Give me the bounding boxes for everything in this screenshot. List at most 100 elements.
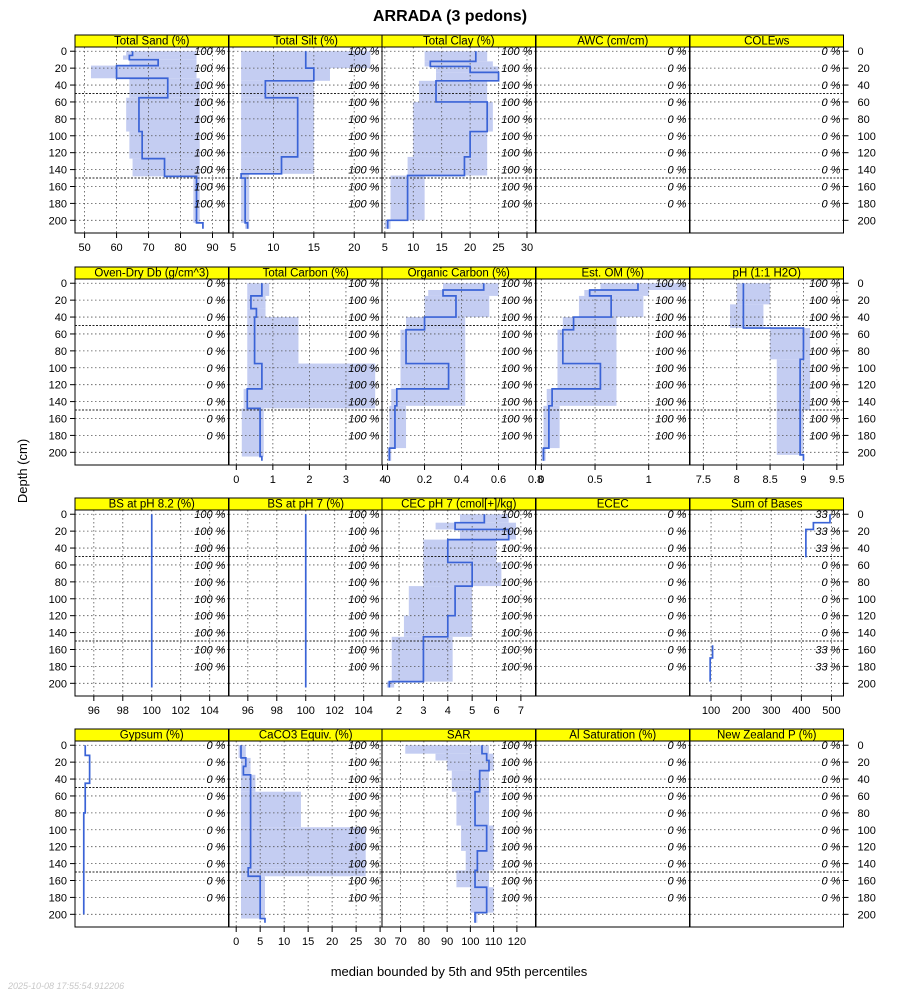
data-completeness-label: 100 % (194, 114, 225, 126)
panel-strip-label: pH (1:1 H2O) (733, 268, 802, 280)
data-completeness-label: 100 % (655, 346, 686, 358)
panel-strip-label: SAR (447, 730, 471, 742)
data-completeness-label: 0 % (207, 892, 226, 904)
panel-background (690, 47, 844, 233)
data-completeness-label: 100 % (348, 430, 379, 442)
data-completeness-label: 100 % (194, 560, 225, 572)
x-tick-label: 3 (420, 705, 426, 717)
data-completeness-label: 100 % (809, 430, 840, 442)
y-tick-label: 200 (49, 215, 67, 227)
y-tick-label: 40 (55, 543, 67, 555)
x-tick-label: 4 (445, 705, 451, 717)
y-tick-label: 0 (61, 509, 67, 521)
x-tick-label: 10 (407, 242, 419, 254)
data-completeness-label: 0 % (668, 526, 687, 538)
y-tick-label: 80 (858, 114, 870, 126)
y-tick-label: 60 (858, 560, 870, 572)
data-completeness-label: 0 % (668, 661, 687, 673)
data-completeness-label: 100 % (501, 312, 532, 324)
x-tick-label: 98 (271, 705, 283, 717)
percentile-band (424, 51, 488, 62)
x-tick-label: 100 (143, 705, 161, 717)
data-completeness-label: 0 % (668, 509, 687, 521)
panel-9: pH (1:1 H2O) 100 % 100 % 100 % 100 % 100 % 100… (689, 266, 876, 486)
percentile-band (129, 59, 197, 66)
panel-frame (689, 740, 844, 928)
y-tick-label: 80 (55, 577, 67, 589)
x-tick-label: 100 (702, 705, 720, 717)
data-completeness-label: 100 % (501, 46, 532, 58)
y-tick-label: 140 (49, 859, 67, 871)
data-completeness-label: 0 % (668, 46, 687, 58)
x-tick-label: 60 (110, 242, 122, 254)
data-completeness-label: 100 % (348, 97, 379, 109)
y-tick-label: 180 (858, 198, 876, 210)
data-completeness-label: 0 % (822, 131, 841, 143)
data-completeness-label: 100 % (809, 278, 840, 290)
y-tick-label: 200 (49, 909, 67, 921)
x-tick-label: 300 (762, 705, 780, 717)
x-tick-label: 15 (436, 242, 448, 254)
y-tick-label: 120 (49, 611, 67, 623)
data-completeness-label: 100 % (501, 80, 532, 92)
data-completeness-label: 100 % (348, 526, 379, 538)
percentile-band (413, 101, 493, 132)
data-completeness-label: 100 % (194, 198, 225, 210)
y-tick-label: 160 (49, 876, 67, 888)
y-tick-label: 180 (858, 430, 876, 442)
panel-5: Oven-Dry Db (g/cm^3)0 %0 %0 %0 %0 %0 %0 … (49, 266, 229, 466)
y-tick-label: 40 (55, 774, 67, 786)
data-completeness-label: 100 % (501, 346, 532, 358)
percentile-band (470, 887, 494, 913)
data-completeness-label: 100 % (348, 645, 379, 657)
y-tick-label: 140 (858, 165, 876, 177)
median-line (240, 745, 266, 923)
panel-17: SAR 100 % 100 % 100 % 100 % 100 % 100 % 100 % 10… (381, 728, 536, 948)
panel-frame (689, 509, 844, 697)
percentile-band (240, 774, 256, 792)
panel-strip-label: ECEC (597, 499, 629, 511)
median-line (82, 745, 91, 915)
data-completeness-label: 100 % (348, 278, 379, 290)
data-completeness-label: 100 % (348, 740, 379, 752)
chart-title: ARRADA (3 pedons) (373, 8, 527, 25)
panel-strip-label: Total Silt (%) (273, 36, 338, 48)
x-tick-label: 7 (518, 705, 524, 717)
data-completeness-label: 0 % (207, 380, 226, 392)
data-completeness-label: 100 % (809, 414, 840, 426)
panel-strip-label: Al Saturation (%) (569, 730, 656, 742)
data-completeness-label: 0 % (822, 740, 841, 752)
data-completeness-label: 33 % (815, 526, 840, 538)
panel-background (536, 47, 690, 233)
percentile-band (391, 636, 453, 682)
data-completeness-label: 0 % (822, 842, 841, 854)
panel-strip-label: Oven-Dry Db (g/cm^3) (94, 268, 209, 280)
x-tick-label: 25 (492, 242, 504, 254)
x-tick-label: 20 (326, 936, 338, 948)
panel-strip-label: Est. OM (%) (581, 268, 644, 280)
percentile-band (243, 388, 376, 409)
y-tick-label: 100 (858, 363, 876, 375)
y-tick-label: 100 (858, 825, 876, 837)
data-completeness-label: 100 % (194, 148, 225, 160)
data-completeness-label: 100 % (501, 526, 532, 538)
y-tick-label: 100 (858, 131, 876, 143)
y-tick-label: 40 (858, 312, 870, 324)
data-completeness-label: 100 % (809, 329, 840, 341)
y-tick-label: 200 (858, 678, 876, 690)
data-completeness-label: 100 % (655, 329, 686, 341)
y-tick-label: 40 (55, 80, 67, 92)
data-completeness-label: 0 % (668, 594, 687, 606)
data-completeness-label: 100 % (501, 414, 532, 426)
y-tick-label: 120 (49, 148, 67, 160)
percentile-band (241, 408, 264, 457)
percentile-band (241, 80, 314, 98)
panel-strip-label: BS at pH 7 (%) (267, 499, 344, 511)
x-tick-label: 10 (278, 936, 290, 948)
data-completeness-label: 0 % (207, 774, 226, 786)
panel-6: Total Carbon (%)100 %100 %100 %100 %100 … (228, 266, 386, 486)
data-completeness-label: 100 % (348, 312, 379, 324)
percentile-band (126, 97, 200, 132)
data-completeness-label: 0 % (668, 808, 687, 820)
panel-strip-label: Total Clay (%) (423, 36, 495, 48)
